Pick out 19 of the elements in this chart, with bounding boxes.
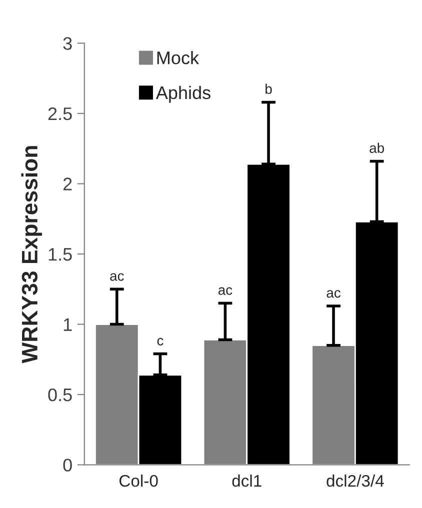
annotation: ab: [370, 142, 384, 153]
y-tick-label: 3: [63, 37, 72, 50]
y-tick-label: 2.5: [48, 107, 72, 120]
y-tick-label: 1.5: [48, 248, 72, 261]
x-tick-label: dcl2/3/4: [326, 474, 384, 487]
annotation: ac: [326, 290, 340, 298]
legend-label: Mock: [157, 50, 200, 64]
legend-label: Aphids: [156, 86, 210, 103]
y-tick-label: 0.5: [48, 388, 72, 402]
annotation: b: [266, 84, 272, 94]
y-tick-label: 1: [64, 318, 72, 331]
annotation: c: [157, 338, 164, 346]
y-tick-label: 2: [63, 178, 72, 190]
x-tick-label: Col-0: [119, 474, 158, 487]
y-tick-label: 0: [63, 458, 72, 472]
annotation: ac: [218, 287, 232, 295]
y-axis-title: WRKY33 Expression: [21, 146, 42, 364]
annotation: ac: [110, 273, 124, 281]
x-tick-label: dcl1: [232, 474, 262, 487]
